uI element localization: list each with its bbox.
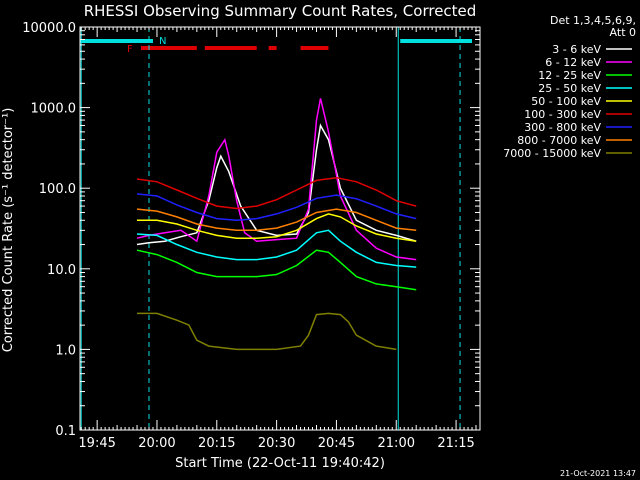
x-tick-label: 20:45 (318, 436, 355, 451)
legend-label-3---6-kev: 3 - 6 keV (552, 43, 601, 56)
y-tick-label: 10.0 (47, 263, 76, 278)
y-tick-label: 100.0 (39, 182, 76, 197)
x-tick-label: 19:45 (78, 436, 115, 451)
data-series (136, 98, 417, 351)
plot-axes: 0.1 1.0 10.0 100.0 1000.0 10000.0 19:45 20:00 20… (22, 21, 481, 451)
y-tick-label: 1.0 (55, 343, 76, 358)
legend-label-100---300-kev: 100 - 300 keV (524, 108, 601, 121)
x-tick-label: 20:00 (138, 436, 175, 451)
y-tick-label: 0.1 (55, 424, 76, 439)
x-tick-label: 21:15 (437, 436, 474, 451)
x-tick-label: 20:30 (258, 436, 295, 451)
series-line-6---12-kev (136, 98, 417, 261)
series-line-100---300-kev (136, 176, 417, 210)
legend-label-25---50-kev: 25 - 50 keV (538, 82, 601, 95)
plot-frame (79, 26, 481, 431)
legend-label-50---100-kev: 50 - 100 keV (531, 95, 601, 108)
series-line-50---100-kev (137, 213, 417, 242)
legend-label-6---12-kev: 6 - 12 keV (545, 56, 601, 69)
series-line-7000---15000-kev (137, 312, 397, 351)
series-line-800---7000-kev (136, 208, 417, 232)
series-line-12---25-kev (136, 249, 417, 291)
night-flag-label: N (159, 36, 166, 47)
y-axis-label: Corrected Count Rate (s⁻¹ detector⁻¹) (1, 108, 16, 353)
x-axis-label: Start Time (22-Oct-11 19:40:42) (175, 456, 385, 471)
legend-label-7000---15000-kev: 7000 - 15000 keV (503, 147, 601, 160)
legend-label-800---7000-kev: 800 - 7000 keV (517, 134, 601, 147)
legend-label-300---800-kev: 300 - 800 keV (524, 121, 601, 134)
chart-title: RHESSI Observing Summary Count Rates, Co… (84, 2, 477, 20)
series-line-3---6-kev (136, 123, 417, 246)
x-tick-label: 21:00 (378, 436, 415, 451)
series-line-25---50-kev (136, 229, 417, 268)
legend-label-12---25-kev: 12 - 25 keV (538, 69, 601, 82)
legend-header-line: Det 1,3,4,5,6,9, (550, 14, 636, 27)
y-tick-label: 1000.0 (31, 102, 77, 117)
series-line-300---800-kev (136, 193, 417, 222)
footer-timestamp: 21-Oct-2021 13:47 (560, 469, 636, 478)
observing-flags: NF (80, 36, 473, 55)
x-tick-label: 20:15 (198, 436, 235, 451)
y-tick-label: 10000.0 (22, 21, 76, 36)
legend-header-line: Att 0 (610, 26, 636, 39)
flare-flag-label: F (127, 44, 133, 55)
